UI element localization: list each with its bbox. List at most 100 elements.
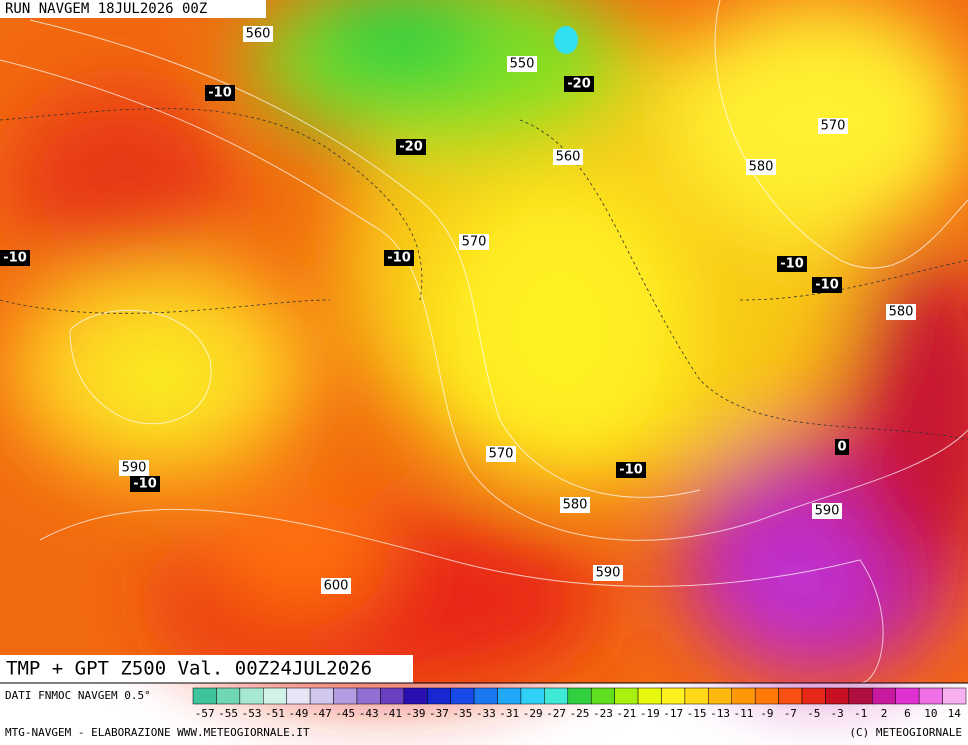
colorbar-tick-label: -31: [499, 707, 519, 720]
colorbar-tick-label: -15: [687, 707, 707, 720]
colorbar: -57 -55 -53 -51 -49 -47 -45 -43 -41 -39 -37 -35 -33-…: [192, 687, 967, 720]
colorbar-swatch: [192, 687, 217, 705]
colorbar-swatch: [403, 687, 428, 705]
source-label: DATI FNMOC NAVGEM 0.5°: [5, 689, 151, 702]
tmp-label-text: 0: [837, 440, 846, 455]
gpt-label-text: 550: [510, 57, 535, 72]
colorbar-swatch: [544, 687, 569, 705]
tmp-label-text: -10: [387, 251, 411, 266]
colorbar-swatch: [825, 687, 850, 705]
tmp-label-text: -20: [567, 77, 591, 92]
colorbar-swatch: [239, 687, 264, 705]
colorbar-swatch: [801, 687, 826, 705]
colorbar-tick-label: 2: [881, 707, 888, 720]
colorbar-tick-label: -47: [312, 707, 332, 720]
contour-labels: 560 550 560 570 580 570 580 590 570 580 …: [0, 26, 916, 594]
tmp-label-text: -20: [399, 140, 423, 155]
colorbar-tick-label: -41: [382, 707, 402, 720]
tmp-label: -10: [0, 250, 30, 266]
colorbar-swatch: [380, 687, 405, 705]
tmp-label: -10: [130, 476, 160, 492]
colorbar-tick-label: -51: [265, 707, 285, 720]
gpt-label-text: 590: [815, 504, 840, 519]
colorbar-swatch: [333, 687, 358, 705]
colorbar-tick-label: -13: [710, 707, 730, 720]
gpt-label: 590: [593, 565, 623, 581]
tmp-label: -10: [384, 250, 414, 266]
gpt-label: 560: [243, 26, 273, 42]
tmp-label-text: -10: [815, 278, 839, 293]
gpt-label-text: 580: [563, 498, 588, 513]
gpt-label-text: 590: [596, 566, 621, 581]
colorbar-tick-label: -3: [831, 707, 844, 720]
colorbar-tick-label: -1: [854, 707, 867, 720]
gpt-label: 570: [459, 234, 489, 250]
colorbar-swatch: [520, 687, 545, 705]
map-field: [0, 0, 968, 690]
colorbar-tick-label: -27: [546, 707, 566, 720]
tmp-label: -10: [812, 277, 842, 293]
colorbar-swatch: [614, 687, 639, 705]
gpt-label: 580: [746, 159, 776, 175]
colorbar-swatch: [661, 687, 686, 705]
colorbar-tick-label: 14: [948, 707, 962, 720]
gpt-label: 570: [818, 118, 848, 134]
colorbar-tick-label: -49: [288, 707, 308, 720]
colorbar-tick-label: 10: [924, 707, 937, 720]
gpt-label: 590: [119, 460, 149, 476]
run-box: [0, 0, 266, 18]
colorbar-tick-label: -17: [663, 707, 683, 720]
tmp-label-text: -10: [780, 257, 804, 272]
colorbar-swatch: [450, 687, 475, 705]
colorbar-tick-label: -35: [452, 707, 472, 720]
colorbar-tick-label: -19: [640, 707, 660, 720]
colorbar-tick-label: -39: [406, 707, 426, 720]
gpt-label-text: 560: [246, 27, 271, 42]
colorbar-tick-label: -23: [593, 707, 613, 720]
colorbar-swatch: [309, 687, 334, 705]
colorbar-swatch: [895, 687, 920, 705]
gpt-label: 590: [812, 503, 842, 519]
gpt-label-text: 600: [324, 579, 349, 594]
colorbar-swatch: [872, 687, 896, 705]
colorbar-swatch: [263, 687, 287, 705]
colorbar-swatch: [426, 687, 451, 705]
colorbar-swatch: [567, 687, 592, 705]
tmp-label-text: -10: [3, 251, 27, 266]
colorbar-swatch: [216, 687, 241, 705]
colorbar-tick-label: -7: [784, 707, 797, 720]
colorbar-swatch: [754, 687, 779, 705]
gpt-label-text: 590: [122, 461, 147, 476]
colorbar-swatch: [473, 687, 498, 705]
tmp-label: -10: [205, 85, 235, 101]
title-box: [0, 655, 413, 683]
gpt-label: 600: [321, 578, 351, 594]
gpt-label: 580: [886, 304, 916, 320]
map-title: TMP + GPT Z500 Val. 00Z24JUL2026: [6, 658, 372, 680]
run-label: RUN NAVGEM 18JUL2026 00Z: [5, 1, 207, 17]
colorbar-tick-label: -57: [195, 707, 215, 720]
gpt-label-text: 570: [821, 119, 846, 134]
tmp-label-text: -10: [208, 86, 232, 101]
colorbar-tick-label: -43: [359, 707, 379, 720]
colorbar-swatch: [918, 687, 943, 705]
colorbar-swatch: [637, 687, 662, 705]
colorbar-tick-label: -25: [570, 707, 590, 720]
footer-left: MTG-NAVGEM - ELABORAZIONE WWW.METEOGIORN…: [5, 726, 310, 739]
gpt-label-text: 580: [889, 305, 914, 320]
tmp-label-text: -10: [619, 463, 643, 478]
colorbar-tick-label: -5: [807, 707, 820, 720]
gpt-label: 560: [553, 149, 583, 165]
colorbar-tick-label: -33: [476, 707, 496, 720]
tmp-label: -20: [396, 139, 426, 155]
colorbar-swatch: [497, 687, 522, 705]
colorbar-tick-label: -21: [616, 707, 636, 720]
colorbar-tick-label: 6: [904, 707, 911, 720]
colorbar-tick-label: -55: [218, 707, 238, 720]
colorbar-swatch: [708, 687, 733, 705]
colorbar-tick-label: -9: [760, 707, 773, 720]
gpt-label-text: 560: [556, 150, 581, 165]
colorbar-tick-label: -11: [734, 707, 754, 720]
gpt-label: 580: [560, 497, 590, 513]
